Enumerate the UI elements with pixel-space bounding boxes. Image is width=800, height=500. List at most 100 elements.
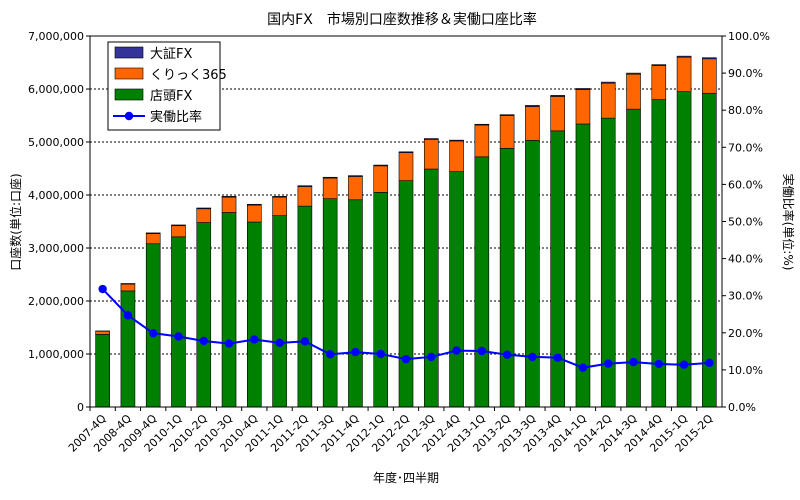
bar-segment — [95, 330, 110, 335]
bar-segment — [171, 224, 186, 227]
legend-swatch — [114, 46, 144, 59]
legend-label: 実働比率 — [150, 109, 202, 125]
bar-segment — [247, 221, 262, 408]
bar-segment — [550, 96, 565, 132]
y2-axis-title: 実働比率(単位:%) — [781, 174, 796, 271]
bar-segment — [676, 55, 692, 58]
ratio-point — [325, 350, 335, 359]
bar-segment — [221, 212, 237, 408]
y2-tick-label: 60.0% — [728, 178, 763, 191]
y-tick-label: 7,000,000 — [28, 30, 84, 43]
ratio-point — [553, 353, 562, 362]
bar-segment — [95, 334, 110, 408]
legend: 大証FX くりっく365 店頭FX 実働比率 — [107, 41, 227, 131]
bar-segment — [423, 168, 439, 408]
bar-segment — [702, 58, 717, 94]
bar-segment — [398, 152, 414, 181]
bar-segment — [423, 139, 439, 170]
bar-segment — [525, 105, 540, 107]
ratio-point — [351, 347, 360, 357]
bar-segment — [221, 196, 237, 213]
ratio-point — [679, 360, 689, 369]
bar-segment — [272, 215, 287, 408]
bar-segment — [449, 139, 464, 142]
bar-segment — [272, 196, 287, 198]
bar-segment — [626, 72, 641, 75]
x-axis: 2007-4Q2008-4Q2009-4Q2010-1Q2010-2Q2010-… — [66, 407, 716, 455]
ratio-point — [98, 284, 107, 294]
y2-tick-label: 40.0% — [728, 253, 763, 266]
bar-segment — [297, 186, 313, 207]
bar-segment — [373, 165, 389, 193]
bar-segment — [651, 64, 667, 66]
ratio-point — [300, 337, 310, 346]
legend-label: 店頭FX — [150, 89, 192, 104]
legend-label: くりっく365 — [150, 68, 227, 83]
y2-tick-label: 30.0% — [728, 290, 763, 303]
y-axis-title: 口座数(単位:口座) — [8, 173, 23, 270]
bar-segment — [145, 233, 161, 245]
ratio-point — [427, 352, 436, 362]
bar-segment — [322, 177, 338, 200]
y2-tick-label: 90.0% — [728, 67, 763, 80]
bar-segment — [297, 185, 313, 187]
bar-segment — [600, 81, 616, 84]
ratio-point — [654, 359, 663, 369]
y2-tick-label: 0.0% — [728, 401, 756, 414]
bar-segment — [145, 232, 161, 234]
y2-tick-label: 10.0% — [728, 364, 763, 377]
bar-segment — [499, 114, 515, 116]
bar-segment — [600, 82, 616, 119]
y2-tick-label: 80.0% — [728, 104, 763, 117]
ratio-point — [705, 358, 714, 368]
bar-segment — [348, 175, 363, 177]
bar-segment — [499, 148, 515, 408]
bar-segment — [196, 222, 212, 408]
y-tick-label: 5,000,000 — [28, 136, 84, 149]
ratio-point — [528, 352, 537, 362]
bar-segment — [398, 180, 414, 408]
bars — [95, 55, 717, 408]
bar-segment — [171, 225, 186, 238]
bar-segment — [474, 156, 490, 408]
bar-segment — [171, 236, 186, 408]
y-tick-label: 3,000,000 — [28, 242, 84, 255]
bar-segment — [525, 106, 540, 141]
y-tick-label: 6,000,000 — [28, 83, 84, 96]
bar-segment — [322, 198, 338, 408]
bar-segment — [196, 208, 212, 223]
bar-segment — [474, 124, 490, 158]
ratio-point — [629, 357, 638, 367]
bar-segment — [575, 88, 591, 90]
y-tick-label: 4,000,000 — [28, 189, 84, 202]
bar-segment — [474, 123, 490, 126]
bar-segment — [120, 283, 136, 285]
legend-label: 大証FX — [150, 47, 192, 62]
ratio-point — [123, 311, 133, 320]
bar-segment — [120, 283, 136, 292]
bar-segment — [702, 57, 717, 60]
y2-tick-label: 100.0% — [728, 30, 770, 43]
y-axis-left: 0 1,000,000 2,000,000 3,000,000 4,000,000 5,0… — [28, 30, 90, 414]
bar-segment — [373, 192, 389, 408]
chart-title: 国内FX 市場別口座数推移＆実働口座比率 — [267, 11, 537, 28]
x-axis-title: 年度･四半期 — [373, 470, 439, 485]
y-tick-label: 0 — [77, 401, 84, 414]
y-tick-label: 2,000,000 — [28, 295, 84, 308]
ratio-point — [578, 363, 588, 372]
bar-segment — [348, 199, 363, 408]
bar-segment — [676, 91, 692, 408]
ratio-point — [199, 336, 208, 346]
ratio-point — [250, 335, 259, 344]
ratio-point — [477, 346, 487, 356]
bar-segment — [525, 140, 540, 408]
bar-segment — [272, 196, 287, 216]
bar-segment — [449, 140, 464, 172]
bar-segment — [348, 176, 363, 201]
ratio-point — [502, 350, 512, 359]
bar-segment — [423, 138, 439, 140]
ratio-point — [275, 338, 284, 348]
bar-segment — [499, 115, 515, 149]
ratio-line — [98, 284, 714, 372]
